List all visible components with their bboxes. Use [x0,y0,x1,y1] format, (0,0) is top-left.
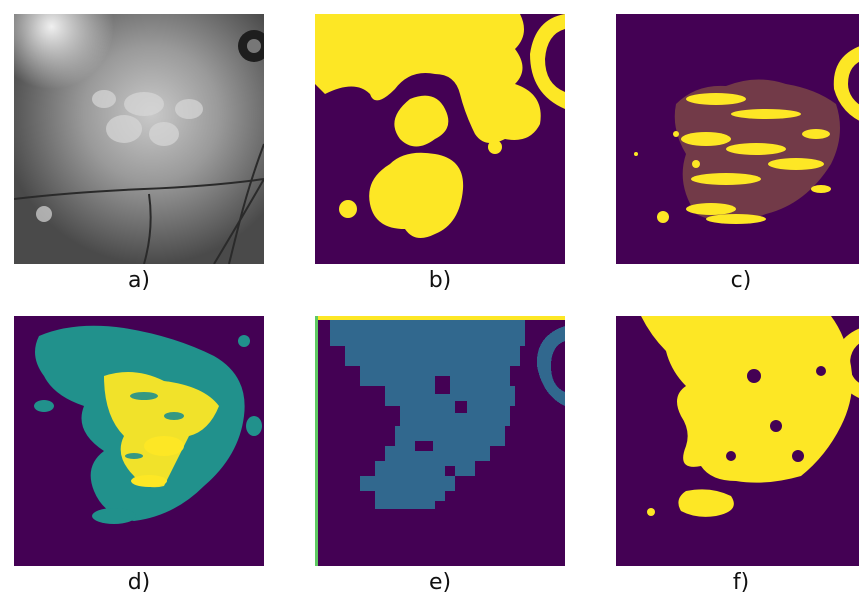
mask-e [315,316,565,566]
panel-e-label: e) [428,570,452,595]
panel-d [14,316,264,566]
panel-d-label: d) [127,570,151,595]
mask-b [315,14,565,264]
panel-a-label: a) [127,268,151,293]
panel-c-label: c) [730,268,752,293]
panel-a [14,14,264,264]
panel-b-label: b) [428,268,452,293]
panel-c [616,14,859,264]
mask-f [616,316,859,566]
panel-f-label: f) [732,570,750,595]
panel-f [616,316,859,566]
panel-b [315,14,565,264]
retina-photo [14,14,264,264]
mask-d [14,316,264,566]
panel-e [315,316,565,566]
mask-c [616,14,859,264]
